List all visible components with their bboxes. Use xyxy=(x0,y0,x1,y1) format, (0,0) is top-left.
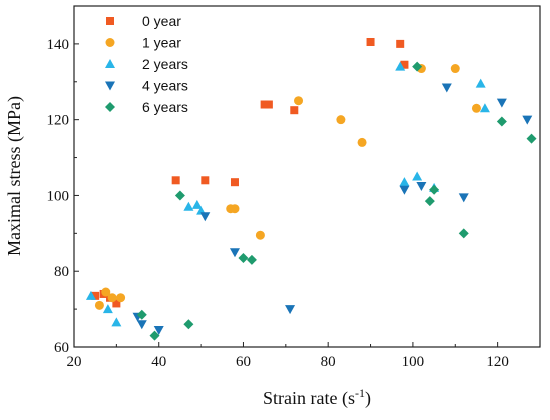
data-point xyxy=(522,115,533,125)
data-point xyxy=(294,96,304,106)
data-point xyxy=(336,115,346,125)
data-point xyxy=(229,248,240,258)
data-point xyxy=(399,185,410,195)
data-point xyxy=(112,299,121,308)
data-point xyxy=(496,98,507,108)
data-point xyxy=(471,103,481,113)
legend-marker xyxy=(105,38,115,47)
x-axis-ticks: 20 40 60 80 100 120 xyxy=(67,342,509,370)
data-point xyxy=(116,293,126,303)
x-axis-title: Strain rate (s-1) xyxy=(263,386,371,409)
data-point xyxy=(412,61,423,72)
data-point xyxy=(171,176,180,185)
x-tick-label: 80 xyxy=(321,354,336,370)
legend-label: 2 years xyxy=(142,56,188,72)
data-point xyxy=(230,204,240,214)
data-point xyxy=(396,39,405,48)
data-point xyxy=(246,254,257,265)
x-tick-label: 120 xyxy=(486,354,509,370)
data-point xyxy=(153,325,164,335)
legend-label: 6 years xyxy=(142,99,188,115)
data-point xyxy=(366,37,375,46)
data-point xyxy=(416,181,427,191)
series-0 xyxy=(91,37,409,308)
y-tick-label: 80 xyxy=(54,264,69,280)
data-point xyxy=(191,199,202,209)
data-point xyxy=(91,291,100,300)
data-point xyxy=(458,193,469,203)
data-point xyxy=(412,171,423,181)
data-point xyxy=(183,319,194,330)
data-point xyxy=(94,300,104,310)
data-points xyxy=(85,37,537,341)
data-point xyxy=(285,305,296,315)
y-axis-title: Maximal stress (MPa) xyxy=(4,96,25,256)
x-tick-label: 20 xyxy=(67,354,82,370)
data-point xyxy=(238,252,249,263)
data-point xyxy=(260,100,269,109)
data-point xyxy=(230,178,239,187)
y-axis-ticks: 60 80 100 120 140 xyxy=(47,37,79,356)
data-point xyxy=(424,196,435,207)
legend-label: 1 year xyxy=(142,35,181,51)
data-point xyxy=(174,190,185,201)
data-point xyxy=(475,78,486,88)
x-tick-label: 60 xyxy=(236,354,251,370)
data-point xyxy=(102,304,113,314)
data-point xyxy=(496,116,507,127)
data-point xyxy=(255,230,265,240)
x-tick-label: 100 xyxy=(402,354,425,370)
data-point xyxy=(399,177,410,187)
data-point xyxy=(290,106,299,115)
data-point xyxy=(357,137,367,147)
data-point xyxy=(441,83,452,93)
legend-marker xyxy=(105,102,115,112)
plot-frame xyxy=(73,5,541,348)
data-point xyxy=(264,100,273,109)
data-point xyxy=(136,309,147,320)
legend: 0 year 1 year 2 years 4 years 6 years xyxy=(105,13,188,115)
data-point xyxy=(458,228,469,239)
data-point xyxy=(149,330,160,341)
legend-label: 4 years xyxy=(142,78,188,94)
data-point xyxy=(400,60,409,69)
legend-marker xyxy=(105,59,115,68)
data-point xyxy=(479,103,490,113)
series-4 xyxy=(136,61,537,341)
data-point xyxy=(429,184,440,195)
legend-marker xyxy=(106,17,114,25)
data-point xyxy=(395,61,406,71)
data-point xyxy=(101,287,111,297)
y-tick-label: 140 xyxy=(47,37,70,53)
data-point xyxy=(450,64,460,74)
x-tick-label: 40 xyxy=(151,354,166,370)
data-point xyxy=(107,293,117,303)
legend-marker xyxy=(105,81,115,91)
series-3 xyxy=(132,83,533,335)
data-point xyxy=(183,201,194,211)
data-point xyxy=(136,320,147,330)
data-point xyxy=(201,176,210,185)
y-tick-label: 60 xyxy=(54,340,69,356)
series-1 xyxy=(94,64,481,310)
legend-label: 0 year xyxy=(142,13,181,29)
data-point xyxy=(111,317,122,327)
data-point xyxy=(200,212,211,222)
data-point xyxy=(85,290,96,300)
y-tick-label: 100 xyxy=(47,188,70,204)
y-tick-label: 120 xyxy=(47,113,70,129)
data-point xyxy=(526,133,537,144)
